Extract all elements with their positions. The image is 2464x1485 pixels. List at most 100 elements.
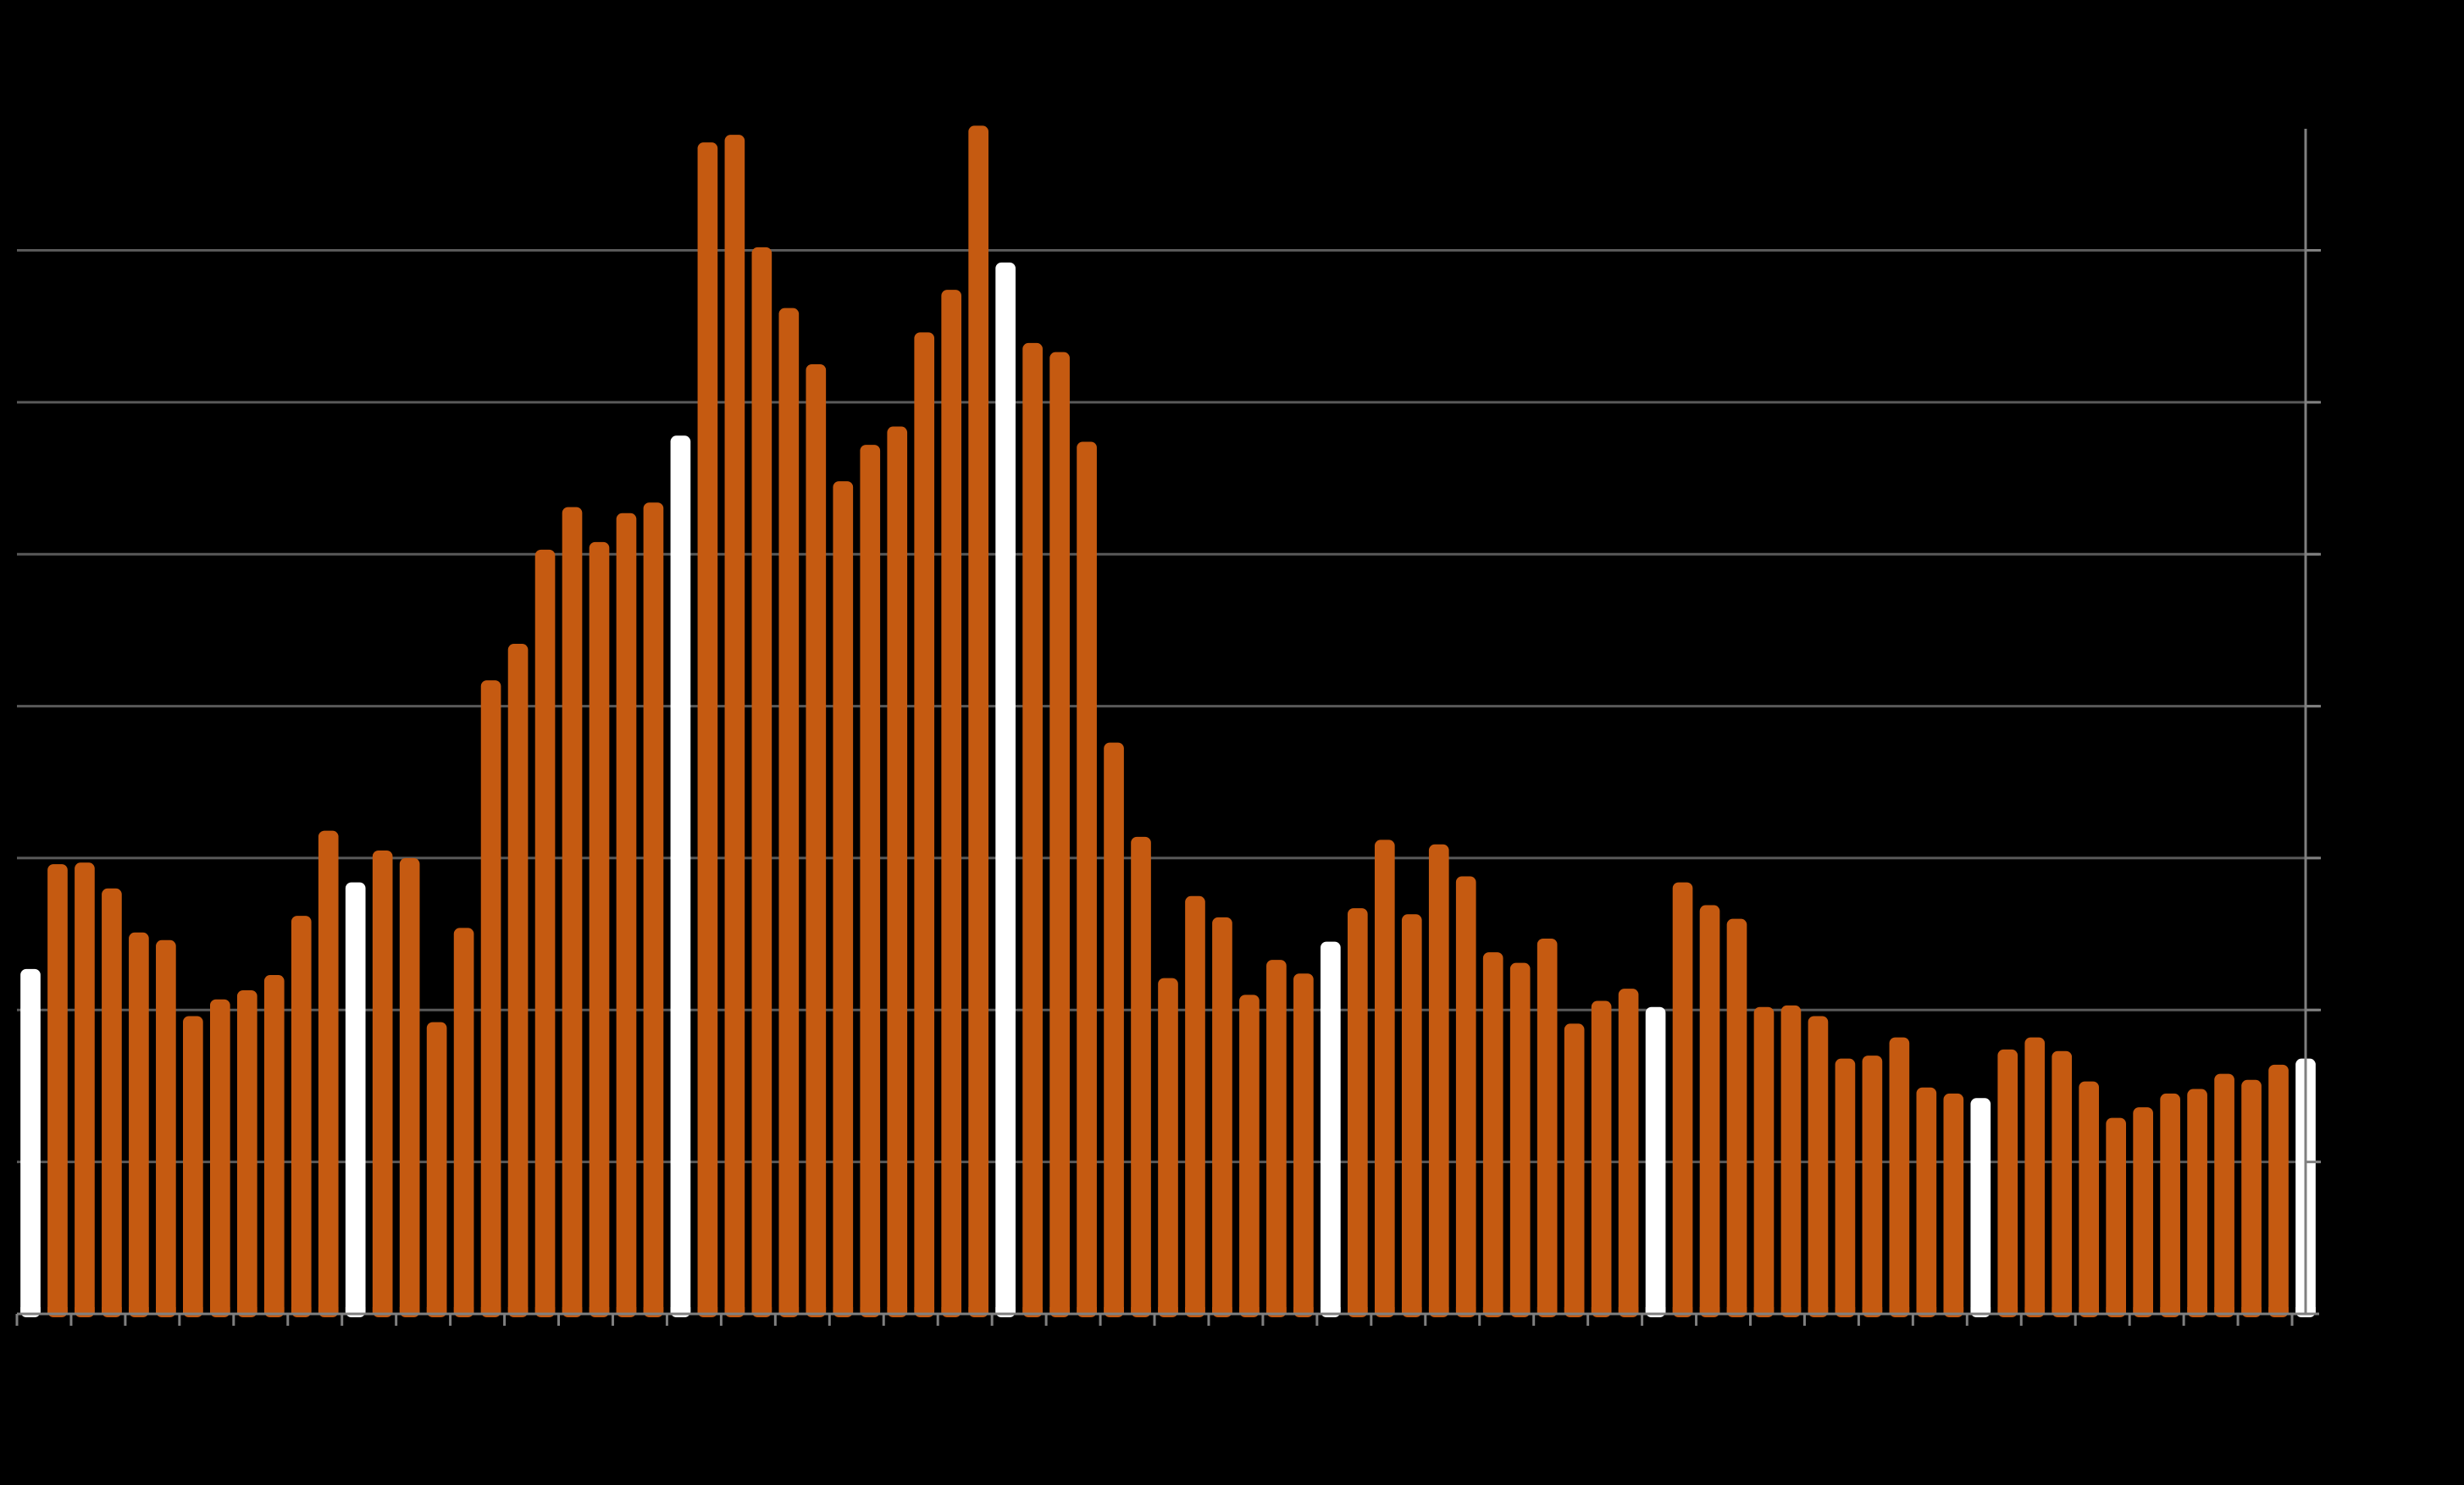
bar-43 <box>1185 895 1205 1317</box>
bar-base-62 <box>1699 1307 1720 1314</box>
bar-base-80 <box>2187 1307 2207 1314</box>
bar-29 <box>806 364 827 1318</box>
bar-48 <box>1321 941 1341 1317</box>
bar-base-72 <box>1970 1307 1991 1314</box>
bar-base-77 <box>2106 1307 2127 1314</box>
bar-base-82 <box>2241 1307 2262 1314</box>
bar-22 <box>616 513 637 1317</box>
bar-51 <box>1401 914 1422 1317</box>
bar-28 <box>778 308 800 1318</box>
bar-1 <box>47 864 68 1317</box>
bar-57 <box>1564 1023 1585 1317</box>
bar-41 <box>1131 836 1151 1317</box>
bar-base-56 <box>1537 1307 1558 1314</box>
bar-base-14 <box>399 1307 420 1314</box>
bar-base-78 <box>2133 1307 2153 1314</box>
bar-34 <box>941 290 962 1318</box>
bar-base-42 <box>1158 1307 1178 1314</box>
bar-54 <box>1482 952 1503 1317</box>
bar-base-1 <box>47 1307 68 1314</box>
bar-base-26 <box>724 1307 745 1314</box>
bar-56 <box>1537 938 1558 1317</box>
bar-base-47 <box>1293 1307 1314 1314</box>
bar-base-70 <box>1916 1307 1937 1314</box>
bar-80 <box>2187 1089 2207 1317</box>
bar-23 <box>643 502 664 1317</box>
bar-2 <box>75 862 95 1317</box>
bar-40 <box>1104 742 1124 1317</box>
bar-base-15 <box>426 1307 447 1314</box>
bar-base-32 <box>887 1307 908 1314</box>
bar-59 <box>1618 989 1639 1317</box>
bar-42 <box>1158 978 1178 1317</box>
bar-base-41 <box>1131 1307 1151 1314</box>
bar-base-10 <box>291 1307 312 1314</box>
axes <box>15 129 2321 1326</box>
bar-base-38 <box>1049 1307 1070 1314</box>
bar-55 <box>1509 962 1531 1317</box>
bar-50 <box>1374 839 1395 1317</box>
bar-base-39 <box>1077 1307 1097 1314</box>
bar-72 <box>1970 1098 1991 1317</box>
bar-base-36 <box>995 1307 1016 1314</box>
bar-13 <box>372 850 393 1317</box>
bar-base-58 <box>1591 1307 1612 1314</box>
bar-39 <box>1077 441 1097 1317</box>
bar-12 <box>345 882 366 1317</box>
bar-6 <box>183 1016 203 1317</box>
bar-base-16 <box>453 1307 474 1314</box>
bar-4 <box>129 932 149 1317</box>
bar-base-17 <box>480 1307 501 1314</box>
bar-69 <box>1889 1037 1910 1317</box>
bar-27 <box>751 247 772 1317</box>
bar-base-7 <box>209 1307 230 1314</box>
bar-66 <box>1808 1016 1829 1317</box>
bar-31 <box>860 445 881 1317</box>
bar-35 <box>968 125 988 1317</box>
bar-18 <box>507 644 529 1317</box>
bar-77 <box>2106 1117 2127 1317</box>
bar-base-51 <box>1401 1307 1422 1314</box>
bar-base-27 <box>751 1307 772 1314</box>
bar-base-25 <box>697 1307 718 1314</box>
bar-30 <box>833 481 854 1317</box>
bar-67 <box>1835 1058 1856 1317</box>
bar-base-55 <box>1509 1307 1531 1314</box>
bar-base-48 <box>1321 1307 1341 1314</box>
bar-65 <box>1780 1005 1802 1317</box>
bar-47 <box>1293 973 1314 1317</box>
bar-68 <box>1862 1056 1883 1317</box>
bar-70 <box>1916 1087 1937 1317</box>
bar-base-73 <box>1997 1307 2018 1314</box>
bar-base-67 <box>1835 1307 1856 1314</box>
bar-0 <box>20 968 41 1317</box>
bar-base-75 <box>2051 1307 2073 1314</box>
bar-58 <box>1591 1000 1612 1317</box>
bar-83 <box>2268 1064 2289 1317</box>
bar-base-60 <box>1645 1307 1666 1314</box>
bar-20 <box>562 507 583 1317</box>
bar-base-4 <box>129 1307 149 1314</box>
bar-base-6 <box>183 1307 203 1314</box>
bar-38 <box>1049 352 1070 1317</box>
bar-3 <box>102 888 122 1317</box>
bar-9 <box>263 975 285 1317</box>
bar-base-18 <box>507 1307 529 1314</box>
bar-base-57 <box>1564 1307 1585 1314</box>
bar-base-74 <box>2024 1307 2046 1314</box>
bar-19 <box>534 549 556 1317</box>
bar-53 <box>1455 876 1476 1317</box>
bar-76 <box>2079 1081 2100 1317</box>
bar-base-3 <box>102 1307 122 1314</box>
bar-base-21 <box>589 1307 610 1314</box>
bar-base-40 <box>1104 1307 1124 1314</box>
bar-base-81 <box>2214 1307 2234 1314</box>
bar-base-61 <box>1672 1307 1693 1314</box>
bar-49 <box>1348 908 1368 1317</box>
bars <box>20 125 2316 1318</box>
bar-61 <box>1672 882 1693 1317</box>
bar-79 <box>2160 1093 2180 1317</box>
bar-base-13 <box>372 1307 393 1314</box>
bar-10 <box>291 916 312 1317</box>
bar-32 <box>887 426 908 1317</box>
